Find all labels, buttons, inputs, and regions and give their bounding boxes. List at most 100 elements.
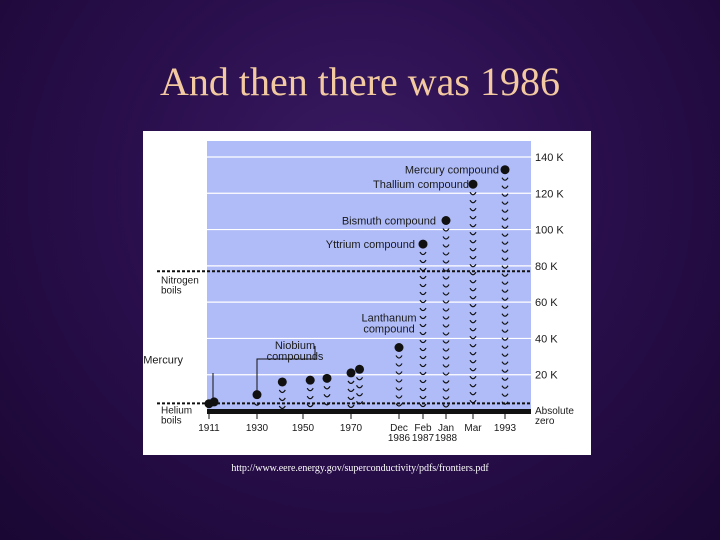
trail-mark <box>442 324 450 328</box>
data-point <box>209 397 219 407</box>
trail-mark <box>323 402 331 406</box>
trail-mark <box>278 405 286 410</box>
trail-mark <box>419 355 427 360</box>
trail-mark <box>419 275 427 280</box>
leader-line <box>256 346 316 396</box>
trail-mark <box>419 315 427 320</box>
x-tick-label: Feb <box>414 423 432 434</box>
source-url[interactable]: http://www.eere.energy.gov/superconducti… <box>231 463 489 474</box>
trail-mark <box>501 249 509 253</box>
trail-mark <box>469 279 477 284</box>
annotation-label: Lanthanum <box>361 313 416 325</box>
trail-mark <box>501 385 509 389</box>
trail-mark <box>442 380 450 384</box>
superconductor-chart: 140 K 120 K 100 K 80 K 60 K 40 K 20 K Absolute z… <box>143 131 591 455</box>
trail-mark <box>469 375 477 380</box>
trail-mark <box>469 351 477 356</box>
x-tick-label: 1950 <box>292 423 315 434</box>
trail-mark <box>469 215 477 220</box>
trail-mark <box>501 241 509 245</box>
trail-mark <box>501 257 509 261</box>
data-point <box>355 364 365 374</box>
trail-mark <box>442 268 450 272</box>
trail-mark <box>419 403 427 408</box>
trail-mark <box>501 353 509 357</box>
trail-mark <box>323 394 331 398</box>
absolute-zero-label: zero <box>535 416 555 427</box>
trail-mark <box>442 356 450 360</box>
x-tick-label: 1988 <box>435 433 458 444</box>
x-tick-label: 1911 <box>198 423 220 434</box>
trail-mark <box>469 223 477 228</box>
trail-mark <box>501 289 509 293</box>
x-tick-label: Dec <box>390 423 408 434</box>
trail-mark <box>419 395 427 400</box>
trail-mark <box>469 207 477 212</box>
trail-mark <box>501 281 509 285</box>
trail-mark <box>442 404 450 408</box>
trail-mark <box>469 343 477 348</box>
x-tick-label: 1986 <box>388 433 411 444</box>
data-point <box>305 375 315 385</box>
trail-mark <box>469 335 477 340</box>
trail-mark <box>419 283 427 288</box>
trail-mark <box>419 267 427 272</box>
trail-mark <box>442 252 450 256</box>
trail-mark <box>501 177 509 181</box>
x-tick-label: 1987 <box>412 433 435 444</box>
trail-mark <box>501 321 509 325</box>
trail-mark <box>356 400 364 405</box>
trail-mark <box>501 225 509 229</box>
trail-mark <box>395 371 403 375</box>
trail-mark <box>442 276 450 280</box>
trail-mark <box>469 255 477 260</box>
trail-mark <box>501 265 509 269</box>
trail-mark <box>469 239 477 244</box>
trail-mark <box>442 236 450 240</box>
trail-mark <box>501 377 509 381</box>
trail-mark <box>501 305 509 309</box>
trail-mark <box>395 403 403 407</box>
trail-mark <box>442 244 450 248</box>
trail-mark <box>469 311 477 316</box>
absolute-zero-label: Absolute <box>535 406 574 417</box>
trail-mark <box>501 209 509 213</box>
trail-mark <box>469 383 477 388</box>
trail-mark <box>442 396 450 400</box>
reference-label: boils <box>161 415 182 426</box>
trail-mark <box>419 339 427 344</box>
trail-mark <box>442 372 450 376</box>
trail-mark <box>419 371 427 376</box>
y-tick-label: 40 K <box>535 333 558 345</box>
annotation-label: Thallium compound <box>373 179 469 191</box>
trail-mark <box>306 395 314 400</box>
trail-mark <box>419 323 427 328</box>
trail-mark <box>442 332 450 336</box>
data-point <box>441 216 451 225</box>
y-tick-label: 140 K <box>535 152 564 164</box>
trail-mark <box>442 308 450 312</box>
trail-mark <box>469 399 477 404</box>
annotation-label: Mercury compound <box>405 165 499 177</box>
trail-mark <box>356 392 364 397</box>
trail-mark <box>501 217 509 221</box>
annotation-label: Yttrium compound <box>326 239 415 251</box>
trail-mark <box>442 260 450 264</box>
trail-mark <box>469 367 477 372</box>
trail-mark <box>306 387 314 392</box>
trail-mark <box>278 389 286 394</box>
y-tick-label: 100 K <box>535 225 564 237</box>
trail-mark <box>278 397 286 402</box>
trail-mark <box>469 303 477 308</box>
trail-mark <box>419 299 427 304</box>
trail-mark <box>419 331 427 336</box>
trail-mark <box>419 387 427 392</box>
trail-mark <box>419 251 427 256</box>
x-tick-label: Mar <box>464 423 482 434</box>
trail-mark <box>501 233 509 237</box>
x-tick-label: 1993 <box>494 423 517 434</box>
trail-mark <box>419 307 427 312</box>
data-point <box>468 179 478 189</box>
trail-mark <box>501 329 509 333</box>
reference-label: boils <box>161 285 182 296</box>
